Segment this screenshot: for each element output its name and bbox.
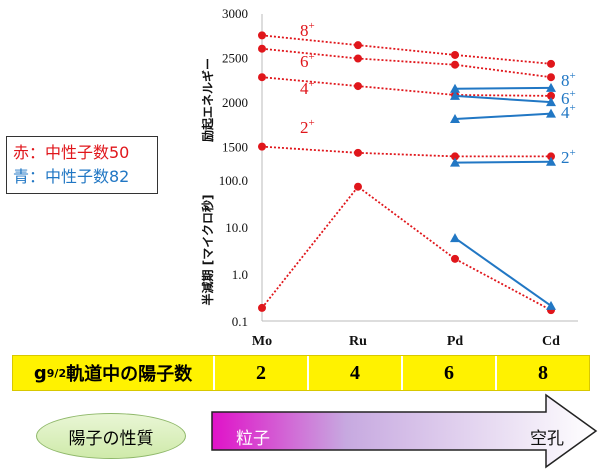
energy-series-blue-4-line bbox=[454, 86, 552, 90]
x-category-mo: Mo bbox=[252, 334, 272, 349]
energy-series-red-2-point bbox=[547, 91, 555, 100]
proton-count-table: g 9/2 軌道中の陽子数 2 4 6 8 bbox=[12, 355, 590, 391]
energy-series-blue-5-line bbox=[454, 94, 552, 104]
legend-red: 赤：中性子数50 bbox=[13, 143, 130, 162]
state-label-red-6: 6+ bbox=[300, 51, 315, 71]
state-label-red-8: 8+ bbox=[300, 20, 315, 40]
energy-series-red-2-point bbox=[354, 82, 362, 91]
energy-series-red-0-point bbox=[354, 41, 362, 50]
halflife-series-red-point bbox=[451, 254, 459, 263]
halflife-series-red-point bbox=[354, 182, 362, 191]
energy-series-red-3-point bbox=[258, 142, 266, 151]
energy-series-red-0-line bbox=[261, 34, 552, 65]
energy-tick-label: 1500 bbox=[222, 140, 248, 155]
hole-label: 空孔 bbox=[530, 429, 564, 449]
energy-series-blue-6-line bbox=[454, 112, 552, 121]
halflife-series-blue-point bbox=[450, 233, 460, 243]
energy-series-red-3-point bbox=[451, 152, 459, 161]
x-category-pd: Pd bbox=[447, 334, 464, 349]
energy-series-blue-4-point bbox=[450, 83, 460, 93]
table-cell-pd: 6 bbox=[403, 356, 497, 390]
energy-series-red-3-line bbox=[261, 145, 551, 158]
energy-series-blue-7-line bbox=[454, 160, 552, 164]
particle-hole-arrow bbox=[211, 393, 598, 469]
energy-tick-label: 2500 bbox=[222, 51, 248, 66]
energy-series-blue-7-point bbox=[450, 157, 460, 167]
energy-series-blue-6-point bbox=[450, 114, 460, 124]
energy-series-red-2-line bbox=[261, 76, 552, 97]
energy-series-red-2-point bbox=[258, 73, 266, 82]
particle-label: 粒子 bbox=[236, 429, 270, 449]
energy-series-red-1-point bbox=[451, 60, 459, 69]
halflife-tick-label: 10.0 bbox=[225, 220, 248, 235]
table-cell-ru: 4 bbox=[309, 356, 403, 390]
energy-series-red-3-point bbox=[354, 148, 362, 157]
energy-series-red-1-line bbox=[261, 47, 552, 79]
table-header-g: g bbox=[33, 362, 47, 384]
state-label-blue-2: 2+ bbox=[561, 147, 576, 167]
energy-series-blue-4-point bbox=[546, 82, 556, 92]
energy-series-blue-5-point bbox=[546, 97, 556, 107]
table-cell-mo: 2 bbox=[215, 356, 309, 390]
energy-series-blue-6-point bbox=[546, 108, 556, 118]
energy-tick-label: 3000 bbox=[222, 6, 248, 21]
energy-series-red-1-point bbox=[258, 44, 266, 53]
legend: 赤：中性子数50 青：中性子数82 bbox=[6, 136, 158, 194]
table-cell-cd: 8 bbox=[538, 361, 548, 384]
energy-series-red-0-point bbox=[547, 59, 555, 68]
energy-series-red-1-point bbox=[547, 73, 555, 82]
table-header: g 9/2 軌道中の陽子数 bbox=[13, 356, 215, 390]
table-header-sub: 9/2 bbox=[46, 366, 67, 380]
state-label-red-4: 4+ bbox=[300, 78, 315, 98]
energy-tick-label: 2000 bbox=[222, 95, 248, 110]
energy-axis-title: 励起エネルギー bbox=[200, 58, 215, 142]
energy-series-red-0-point bbox=[451, 50, 459, 59]
halflife-axis-title: 半減期 [マイクロ秒] bbox=[200, 195, 215, 306]
state-label-blue-8: 8+ bbox=[561, 70, 576, 90]
table-header-label: 軌道中の陽子数 bbox=[66, 364, 193, 385]
proton-nature-label: 陽子の性質 bbox=[36, 413, 186, 459]
halflife-series-red-line bbox=[261, 185, 552, 311]
halflife-series-blue-point bbox=[546, 300, 556, 310]
x-category-cd: Cd bbox=[542, 334, 560, 349]
halflife-series-red-point bbox=[258, 303, 266, 312]
energy-series-red-3-point bbox=[547, 152, 555, 161]
state-label-red-2: 2+ bbox=[300, 117, 315, 137]
halflife-tick-label: 0.1 bbox=[232, 314, 248, 329]
energy-series-blue-7-point bbox=[546, 156, 556, 166]
halflife-series-blue-line bbox=[454, 237, 552, 307]
halflife-tick-label: 100.0 bbox=[219, 173, 248, 188]
x-category-ru: Ru bbox=[349, 334, 367, 349]
halflife-tick-label: 1.0 bbox=[232, 267, 248, 282]
legend-blue: 青：中性子数82 bbox=[13, 167, 130, 186]
energy-series-red-1-point bbox=[354, 54, 362, 63]
energy-series-blue-5-point bbox=[450, 90, 460, 100]
energy-series-red-0-point bbox=[258, 31, 266, 40]
